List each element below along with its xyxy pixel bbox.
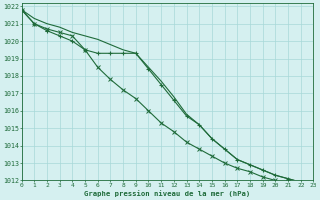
X-axis label: Graphe pression niveau de la mer (hPa): Graphe pression niveau de la mer (hPa) [84, 190, 251, 197]
